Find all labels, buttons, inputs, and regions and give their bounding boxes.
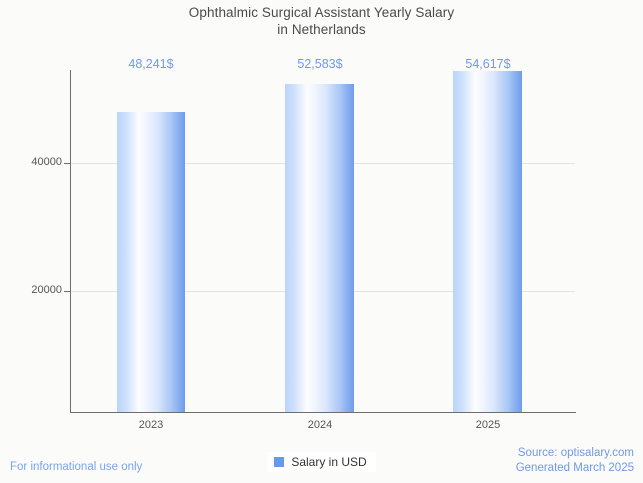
x-tick-label-2024: 2024 [307, 419, 333, 431]
y-tick-label-20000: 20000 [31, 284, 62, 296]
chart-legend: Salary in USD [0, 452, 643, 472]
chart-title: Ophthalmic Surgical Assistant Yearly Sal… [0, 4, 643, 38]
x-axis-line [70, 412, 576, 413]
bar-value-label-2024: 52,583$ [297, 57, 343, 71]
generated-date-text: Generated March 2025 [515, 462, 634, 474]
legend-item-label: Salary in USD [291, 455, 367, 469]
x-tick-label-2023: 2023 [138, 419, 164, 431]
legend-item-salary-in-usd[interactable]: Salary in USD [267, 452, 376, 472]
y-tick-label-40000: 40000 [31, 156, 62, 168]
y-axis-line [70, 70, 71, 413]
bar-value-label-2023: 48,241$ [128, 57, 174, 71]
disclaimer-text: For informational use only [10, 461, 143, 473]
y-tick-mark-20000 [64, 291, 71, 292]
source-text: Source: optisalary.com [517, 447, 634, 459]
bar-value-label-2025: 54,617$ [465, 57, 511, 71]
source-attribution: Source: optisalary.com Generated March 2… [516, 446, 634, 476]
chart-title-line-1: Ophthalmic Surgical Assistant Yearly Sal… [188, 5, 455, 20]
chart-title-line-2: in Netherlands [277, 22, 366, 37]
bar-2024[interactable] [285, 84, 354, 412]
y-tick-mark-40000 [64, 163, 71, 164]
bar-2023[interactable] [117, 112, 185, 412]
legend-swatch-icon [274, 457, 285, 467]
bar-2025[interactable] [453, 71, 522, 412]
x-tick-label-2025: 2025 [475, 419, 501, 431]
